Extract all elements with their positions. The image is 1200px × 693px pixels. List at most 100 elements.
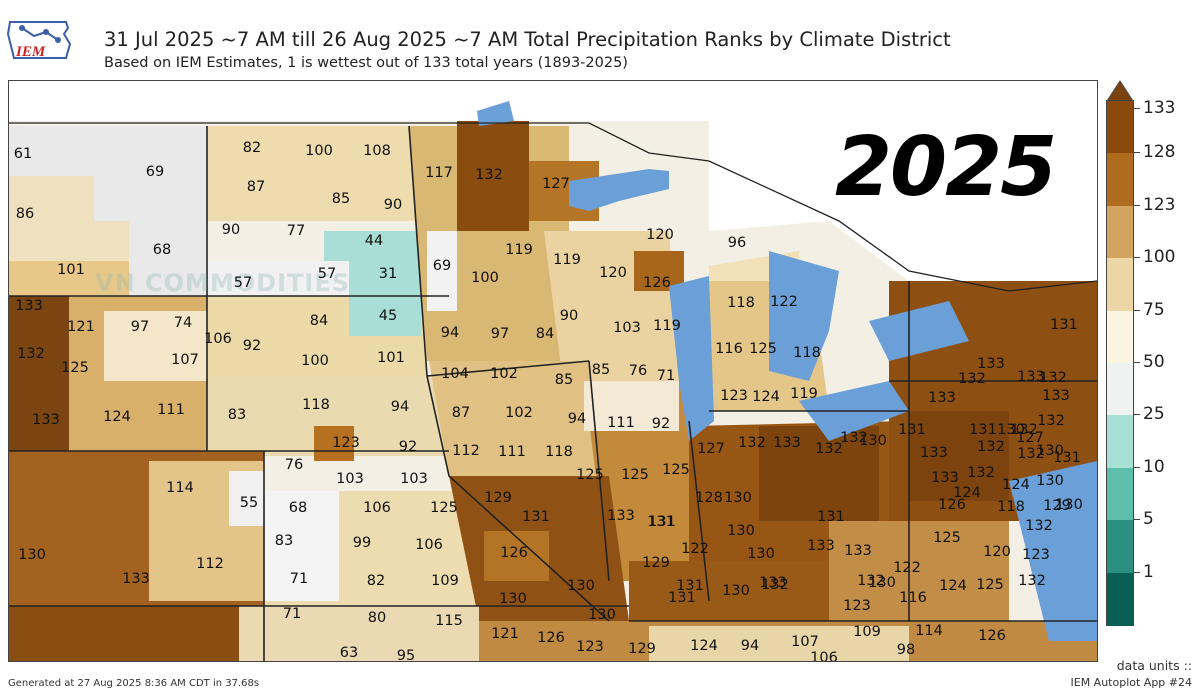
district-rank-label: 120 — [599, 264, 627, 281]
district-rank-label: 133 — [920, 444, 948, 461]
district-rank-label: 63 — [339, 644, 359, 661]
district-rank-label: 132 — [958, 370, 986, 387]
district-rank-label: 132 — [815, 440, 843, 457]
district-rank-label: 90 — [221, 221, 241, 238]
district-rank-label: 120 — [646, 226, 674, 243]
district-rank-label: 132 — [1010, 421, 1038, 438]
district-rank-label: 129 — [484, 489, 512, 506]
district-rank-label: 125 — [576, 466, 604, 483]
district-rank-label: 130 — [859, 432, 887, 449]
district-rank-label: 45 — [378, 307, 398, 324]
district-rank-label: 133 — [844, 542, 872, 559]
district-rank-label: 129 — [642, 554, 670, 571]
colorbar-tick-label: 123 — [1143, 194, 1176, 215]
district-rank-label: 128 — [695, 489, 723, 506]
colorbar-segment — [1107, 153, 1133, 207]
district-rank-label: 133 — [931, 469, 959, 486]
district-rank-label: 121 — [67, 318, 95, 335]
generated-timestamp: Generated at 27 Aug 2025 8:36 AM CDT in … — [8, 678, 260, 689]
district-rank-label: 84 — [309, 312, 329, 329]
district-rank-label: 130 — [747, 545, 775, 562]
district-rank-label: 130 — [1036, 442, 1064, 459]
district-rank-label: 98 — [896, 641, 916, 658]
district-rank-label: 132 — [840, 429, 868, 446]
district-rank-label: 86 — [15, 205, 35, 222]
district-rank-label: 121 — [491, 625, 519, 642]
district-rank-label: 131 — [648, 513, 676, 530]
colorbar-tick — [1134, 466, 1140, 468]
colorbar-segment — [1107, 310, 1133, 364]
colorbar-segment — [1107, 101, 1133, 155]
colorbar-tick-label: 25 — [1143, 404, 1165, 425]
district-rank-label: 127 — [542, 175, 570, 192]
colorbar-tick — [1134, 571, 1140, 573]
district-rank-label: 125 — [933, 529, 961, 546]
district-rank-label: 119 — [653, 317, 681, 334]
district-rank-label: 92 — [651, 415, 671, 432]
district-rank-label: 109 — [431, 572, 459, 589]
district-rank-label: 132 — [1037, 412, 1065, 429]
district-rank-label: 55 — [239, 494, 259, 511]
district-rank-label: 124 — [1002, 476, 1030, 493]
district-rank-label: 130 — [567, 577, 595, 594]
district-rank-label: 68 — [152, 241, 172, 258]
district-rank-label: 102 — [490, 365, 518, 382]
colorbar-tick-label: 10 — [1143, 456, 1165, 477]
district-rank-label: 85 — [331, 190, 351, 207]
district-rank-label: 132 — [475, 166, 503, 183]
district-rank-label: 130 — [1036, 472, 1064, 489]
iem-logo: IEM — [6, 14, 78, 70]
district-rank-label: 130 — [724, 489, 752, 506]
district-rank-label: 132 — [738, 434, 766, 451]
district-rank-label: 118 — [997, 498, 1025, 515]
district-rank-label: 106 — [363, 499, 391, 516]
header: IEM 31 Jul 2025 ~7 AM till 26 Aug 2025 ~… — [0, 0, 1200, 78]
district-rank-label: 111 — [498, 443, 526, 460]
district-rank-label: 83 — [274, 532, 294, 549]
district-rank-label: 114 — [166, 479, 194, 496]
district-rank-label: 124 — [103, 408, 131, 425]
district-rank-label: 133 — [1017, 368, 1045, 385]
district-rank-label: 57 — [233, 274, 253, 291]
district-rank-label: 130 — [997, 421, 1025, 438]
district-rank-label: 84 — [535, 325, 555, 342]
district-rank-label: 117 — [425, 164, 453, 181]
district-rank-label: 61 — [13, 145, 33, 162]
district-rank-label: 107 — [171, 351, 199, 368]
district-rank-label: 130 — [727, 522, 755, 539]
colorbar-tick-label: 133 — [1143, 98, 1176, 118]
district-rank-label: 133 — [773, 434, 801, 451]
district-rank-label: 132 — [761, 576, 789, 593]
district-rank-label: 132 — [1039, 369, 1067, 386]
colorbar-tick — [1134, 414, 1140, 416]
district-rank-label: 122 — [770, 293, 798, 310]
district-rank-label: 131 — [647, 513, 675, 530]
district-rank-label: 133 — [122, 570, 150, 587]
district-rank-label: 92 — [242, 337, 262, 354]
district-rank-label: 97 — [490, 325, 510, 342]
district-rank-label: 126 — [500, 544, 528, 561]
district-rank-label: 119 — [505, 241, 533, 258]
district-rank-label: 132 — [967, 464, 995, 481]
district-rank-label: 68 — [288, 499, 308, 516]
district-rank-label: 131 — [969, 421, 997, 438]
district-rank-label: 125 — [430, 499, 458, 516]
district-rank-label: 103 — [613, 319, 641, 336]
district-rank-label: 114 — [915, 622, 943, 639]
district-rank-label: 94 — [567, 410, 587, 427]
district-rank-label: 109 — [853, 623, 881, 640]
district-rank-label: 126 — [537, 629, 565, 646]
district-rank-label: 129 — [1043, 497, 1071, 514]
district-rank-label: 92 — [398, 438, 418, 455]
district-rank-label: 71 — [289, 570, 309, 587]
district-rank-label: 83 — [227, 406, 247, 423]
colorbar-segment — [1107, 415, 1133, 469]
district-rank-label: 108 — [363, 142, 391, 159]
colorbar-tick — [1134, 257, 1140, 259]
district-rank-label: 133 — [32, 411, 60, 428]
district-rank-label: 112 — [196, 555, 224, 572]
colorbar-segment — [1107, 572, 1133, 626]
district-rank-label: 57 — [317, 265, 337, 282]
district-rank-label: 123 — [843, 597, 871, 614]
district-rank-label: 69 — [432, 257, 452, 274]
